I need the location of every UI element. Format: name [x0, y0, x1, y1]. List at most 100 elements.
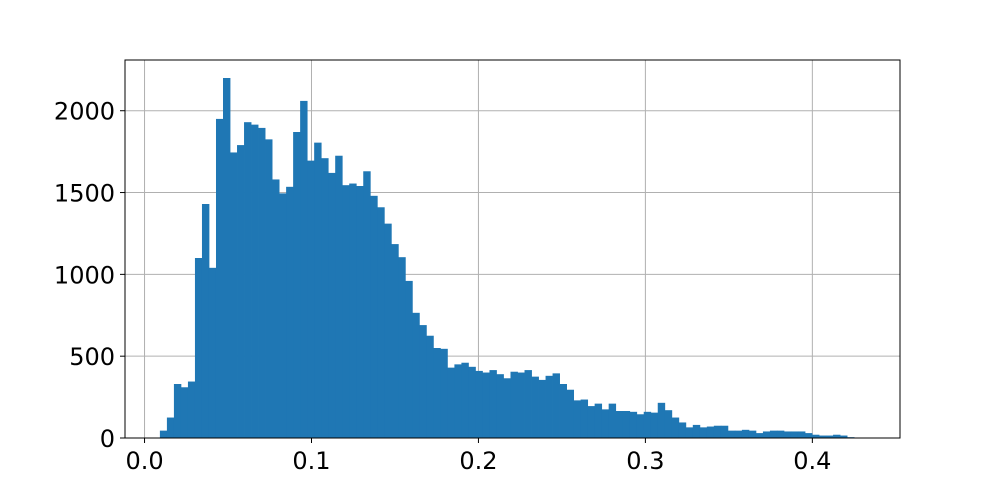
histogram-bar: [223, 78, 231, 438]
histogram-bar: [664, 410, 673, 438]
histogram-bar: [601, 409, 610, 438]
x-tick-label: 0.1: [292, 447, 330, 475]
histogram-bar: [482, 372, 490, 438]
histogram-bar: [692, 424, 701, 438]
histogram-bar: [755, 433, 764, 438]
histogram-bar: [776, 430, 785, 438]
histogram-bar: [440, 348, 448, 438]
histogram-bar: [454, 364, 462, 438]
histogram-bar: [265, 139, 273, 438]
y-tick-label: 1500: [54, 180, 115, 208]
histogram-bar: [805, 433, 813, 438]
histogram-bar: [468, 366, 476, 438]
histogram-bar: [293, 132, 301, 438]
histogram-bar: [573, 400, 582, 438]
histogram-bar: [685, 427, 694, 438]
plot-frame: [124, 59, 901, 439]
histogram-bar: [489, 370, 497, 438]
histogram-bar: [650, 412, 659, 438]
histogram-bar: [559, 384, 567, 438]
histogram-bar: [166, 417, 175, 438]
histogram-bar: [545, 375, 553, 438]
x-tick-label: 0.2: [459, 447, 497, 475]
histogram-bar: [503, 378, 511, 438]
histogram-bar: [636, 414, 645, 438]
histogram-bar: [769, 430, 778, 438]
histogram-bar: [608, 403, 617, 438]
histogram-bar: [615, 411, 624, 438]
histogram-bar: [538, 379, 546, 438]
histogram-bar: [349, 183, 357, 438]
histogram-bar: [552, 373, 560, 438]
histogram-bar: [342, 185, 350, 438]
histogram-bar: [300, 100, 308, 438]
x-tick-label: 0.4: [793, 447, 831, 475]
axis-ticks: 0.0 0.1 0.2 0.3 0.4 0 500 1000 1500 2000: [54, 98, 832, 475]
y-tick-label: 500: [69, 343, 115, 371]
x-tick-label: 0.0: [125, 447, 163, 475]
histogram-bar: [433, 348, 441, 438]
histogram-bar: [307, 160, 315, 439]
histogram-bar: [790, 431, 799, 438]
histogram-bar: [405, 280, 413, 438]
histogram-bar: [377, 207, 385, 438]
histogram-bar: [741, 429, 750, 438]
histogram-bar: [580, 399, 589, 438]
histogram-bar: [215, 118, 224, 438]
histogram-bar: [363, 171, 371, 439]
histogram-bar: [727, 430, 736, 438]
histogram-bar: [194, 258, 203, 438]
histogram-bar: [812, 434, 820, 438]
histogram-bar: [335, 155, 343, 438]
histogram-bar: [328, 172, 336, 438]
histogram-bar: [419, 325, 427, 438]
x-tick-label: 0.3: [626, 447, 664, 475]
histogram-bar: [475, 370, 483, 438]
histogram-bar: [391, 244, 399, 438]
histogram-bar: [258, 127, 266, 438]
histogram-bar: [398, 257, 406, 438]
histogram-bar: [173, 384, 182, 438]
histogram-bar: [748, 430, 757, 438]
histogram-bar: [244, 122, 252, 438]
histogram-bar: [314, 142, 322, 439]
histogram-bar: [678, 422, 687, 438]
histogram-bar: [833, 434, 841, 438]
histogram-bar: [734, 430, 743, 438]
histogram-bar: [321, 158, 329, 438]
histogram-bar: [671, 417, 680, 438]
histogram-bar: [706, 426, 715, 438]
histogram-bar: [187, 381, 196, 438]
histogram-bar: [180, 387, 189, 438]
histogram-bar: [510, 371, 518, 438]
histogram-bar: [524, 370, 532, 438]
histogram-bar: [286, 186, 294, 438]
histogram-bar: [279, 193, 287, 438]
histogram-bar: [370, 195, 378, 438]
histogram-bar: [412, 312, 420, 438]
histogram-bar: [587, 406, 596, 438]
histogram-bar: [713, 425, 722, 438]
histogram-bar: [201, 204, 210, 438]
histogram-bar: [159, 430, 168, 438]
y-tick-label: 0: [100, 425, 115, 453]
histogram-bar: [272, 179, 280, 439]
histogram-bar: [629, 411, 638, 438]
histogram-bar: [496, 374, 504, 438]
histogram-bar: [797, 431, 806, 438]
histogram-bar: [566, 389, 575, 438]
histogram-bar: [594, 403, 603, 438]
histogram-bar: [461, 362, 469, 438]
histogram-bars: [159, 78, 855, 439]
histogram-bar: [356, 186, 364, 438]
histogram-bar: [657, 402, 666, 438]
histogram-bar: [208, 267, 217, 438]
histogram-bar: [384, 223, 392, 438]
histogram-bar: [783, 431, 792, 438]
histogram-bar: [826, 435, 834, 438]
histogram-bar: [517, 372, 525, 438]
histogram-bar: [531, 376, 539, 438]
histogram-bar: [699, 427, 708, 438]
histogram-bar: [622, 411, 631, 438]
